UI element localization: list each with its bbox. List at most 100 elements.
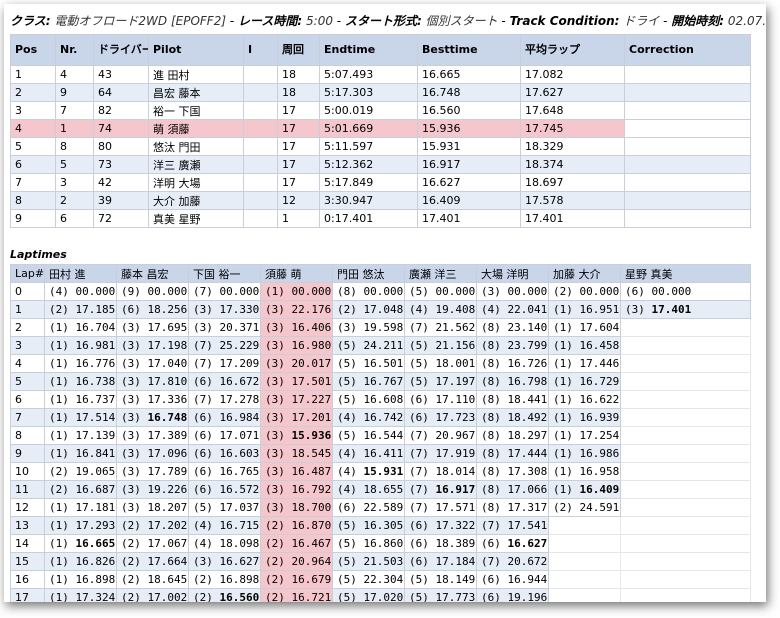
lap-cell: 15 [10, 552, 45, 571]
result-cell: 4 [55, 65, 94, 84]
result-cell: 17.578 [520, 191, 625, 210]
result-row: 1 4 43 進 田村 18 5:07.493 16.665 17.082 [10, 65, 751, 84]
lap-cell: (6) 22.589 [332, 498, 405, 517]
result-cell: 73 [93, 155, 149, 174]
lap-cell: (5) 16.501 [332, 354, 405, 373]
lap-cell: 0 [10, 282, 45, 301]
result-cell [624, 137, 751, 156]
lap-cell: (3) 19.226 [116, 480, 189, 499]
lap-cell: 17 [10, 588, 45, 602]
lap-cell: 14 [10, 534, 45, 553]
lap-cell [620, 444, 751, 463]
lap-cell: (3) 17.695 [116, 318, 189, 337]
lap-row: 8 (1) 17.139 (3) 17.389 (6) 17.071 (3) 15.93… [10, 426, 751, 445]
lap-cell: 7 [10, 408, 45, 427]
lap-row: 6 (1) 16.737 (3) 17.336 (7) 17.278 (3) 17.22… [10, 390, 751, 409]
lap-cell: (2) 20.964 [260, 552, 333, 571]
lap-cell: 12 [10, 498, 45, 517]
lap-cell: (4) 22.041 [476, 300, 549, 319]
result-cell: 1 [277, 209, 320, 228]
result-cell: 0:17.401 [319, 209, 418, 228]
results-col-header: Endtime [319, 34, 418, 66]
lap-cell: (6) 17.071 [188, 426, 261, 445]
class-value: 電動オフロード2WD [EPOFF2] [54, 14, 227, 28]
result-cell: 12 [277, 191, 320, 210]
result-cell: 80 [93, 137, 149, 156]
lap-cell: (6) 17.322 [404, 516, 477, 535]
result-cell: 5:17.849 [319, 173, 418, 192]
result-cell: 裕一 下国 [148, 101, 244, 120]
lap-cell: (1) 16.458 [548, 336, 621, 355]
start-type-value: 個別スタート [425, 14, 498, 28]
best-lap-time: 15.936 [291, 429, 332, 442]
result-cell: 16.665 [417, 65, 521, 84]
lap-cell: (7) 00.000 [188, 282, 261, 301]
laptimes-col-header: 星野 真美 [620, 264, 751, 283]
lap-row: 14 (1) 16.665 (2) 17.067 (4) 18.098 (2) 16.4… [10, 534, 751, 553]
result-cell [624, 173, 751, 192]
lap-cell: (5) 18.149 [404, 570, 477, 589]
result-cell: 74 [93, 119, 149, 138]
lap-cell: (1) 17.139 [44, 426, 117, 445]
lap-cell: 13 [10, 516, 45, 535]
lap-cell: (2) 24.591 [548, 498, 621, 517]
result-cell: 17.082 [520, 65, 625, 84]
lap-cell: (2) 16.721 [260, 588, 333, 602]
result-cell: 5 [55, 155, 94, 174]
best-lap-time: 16.627 [507, 537, 548, 550]
result-cell [624, 119, 751, 138]
lap-cell [548, 516, 621, 535]
lap-cell: 8 [10, 426, 45, 445]
lap-cell: (6) 19.196 [476, 588, 549, 602]
lap-cell: (7) 16.917 [404, 480, 477, 499]
lap-cell: (1) 16.841 [44, 444, 117, 463]
best-lap-time: 16.409 [579, 483, 620, 496]
result-cell: 進 田村 [148, 65, 244, 84]
lap-cell: (6) 18.256 [116, 300, 189, 319]
lap-cell [620, 426, 751, 445]
lap-cell: (2) 16.687 [44, 480, 117, 499]
lap-cell: (5) 16.608 [332, 390, 405, 409]
lap-cell: (3) 17.501 [260, 372, 333, 391]
lap-cell [620, 408, 751, 427]
result-cell: 4 [10, 119, 56, 138]
lap-cell [620, 588, 751, 602]
lap-cell: (3) 18.207 [116, 498, 189, 517]
lap-cell: (2) 16.467 [260, 534, 333, 553]
lap-cell: (7) 25.229 [188, 336, 261, 355]
lap-cell: (7) 20.967 [404, 426, 477, 445]
result-cell [243, 155, 278, 174]
lap-row: 0 (4) 00.000 (9) 00.000 (7) 00.000 (1) 00.00… [10, 282, 751, 301]
result-cell: 17.401 [417, 209, 521, 228]
lap-cell: 2 [10, 318, 45, 337]
result-row: 9 6 72 真美 星野 1 0:17.401 17.401 17.401 [10, 209, 751, 228]
result-cell [243, 101, 278, 120]
best-lap-time: 16.560 [219, 591, 260, 602]
result-cell: 大介 加藤 [148, 191, 244, 210]
result-cell: 18 [277, 65, 320, 84]
result-cell [243, 191, 278, 210]
start-type-label: スタート形式: [344, 14, 422, 28]
laptimes-col-header: 加藤 大介 [548, 264, 621, 283]
lap-row: 1 (2) 17.185 (6) 18.256 (3) 17.330 (3) 22.17… [10, 300, 751, 319]
lap-cell: (1) 16.939 [548, 408, 621, 427]
result-cell: 2 [10, 83, 56, 102]
result-cell: 6 [10, 155, 56, 174]
result-cell: 8 [55, 137, 94, 156]
result-cell: 17 [277, 137, 320, 156]
lap-cell: (7) 21.562 [404, 318, 477, 337]
lap-cell: (5) 16.305 [332, 516, 405, 535]
lap-cell: (2) 16.870 [260, 516, 333, 535]
lap-cell [620, 354, 751, 373]
result-cell: 5:12.362 [319, 155, 418, 174]
result-cell [243, 119, 278, 138]
lap-row: 9 (1) 16.841 (3) 17.096 (6) 16.603 (3) 18.54… [10, 444, 751, 463]
laptimes-col-header: 藤本 昌宏 [116, 264, 189, 283]
lap-cell: (5) 17.197 [404, 372, 477, 391]
lap-cell: (8) 17.308 [476, 462, 549, 481]
lap-cell: (3) 16.627 [188, 552, 261, 571]
lap-cell: (7) 17.571 [404, 498, 477, 517]
lap-cell [620, 552, 751, 571]
lap-cell: (1) 16.622 [548, 390, 621, 409]
